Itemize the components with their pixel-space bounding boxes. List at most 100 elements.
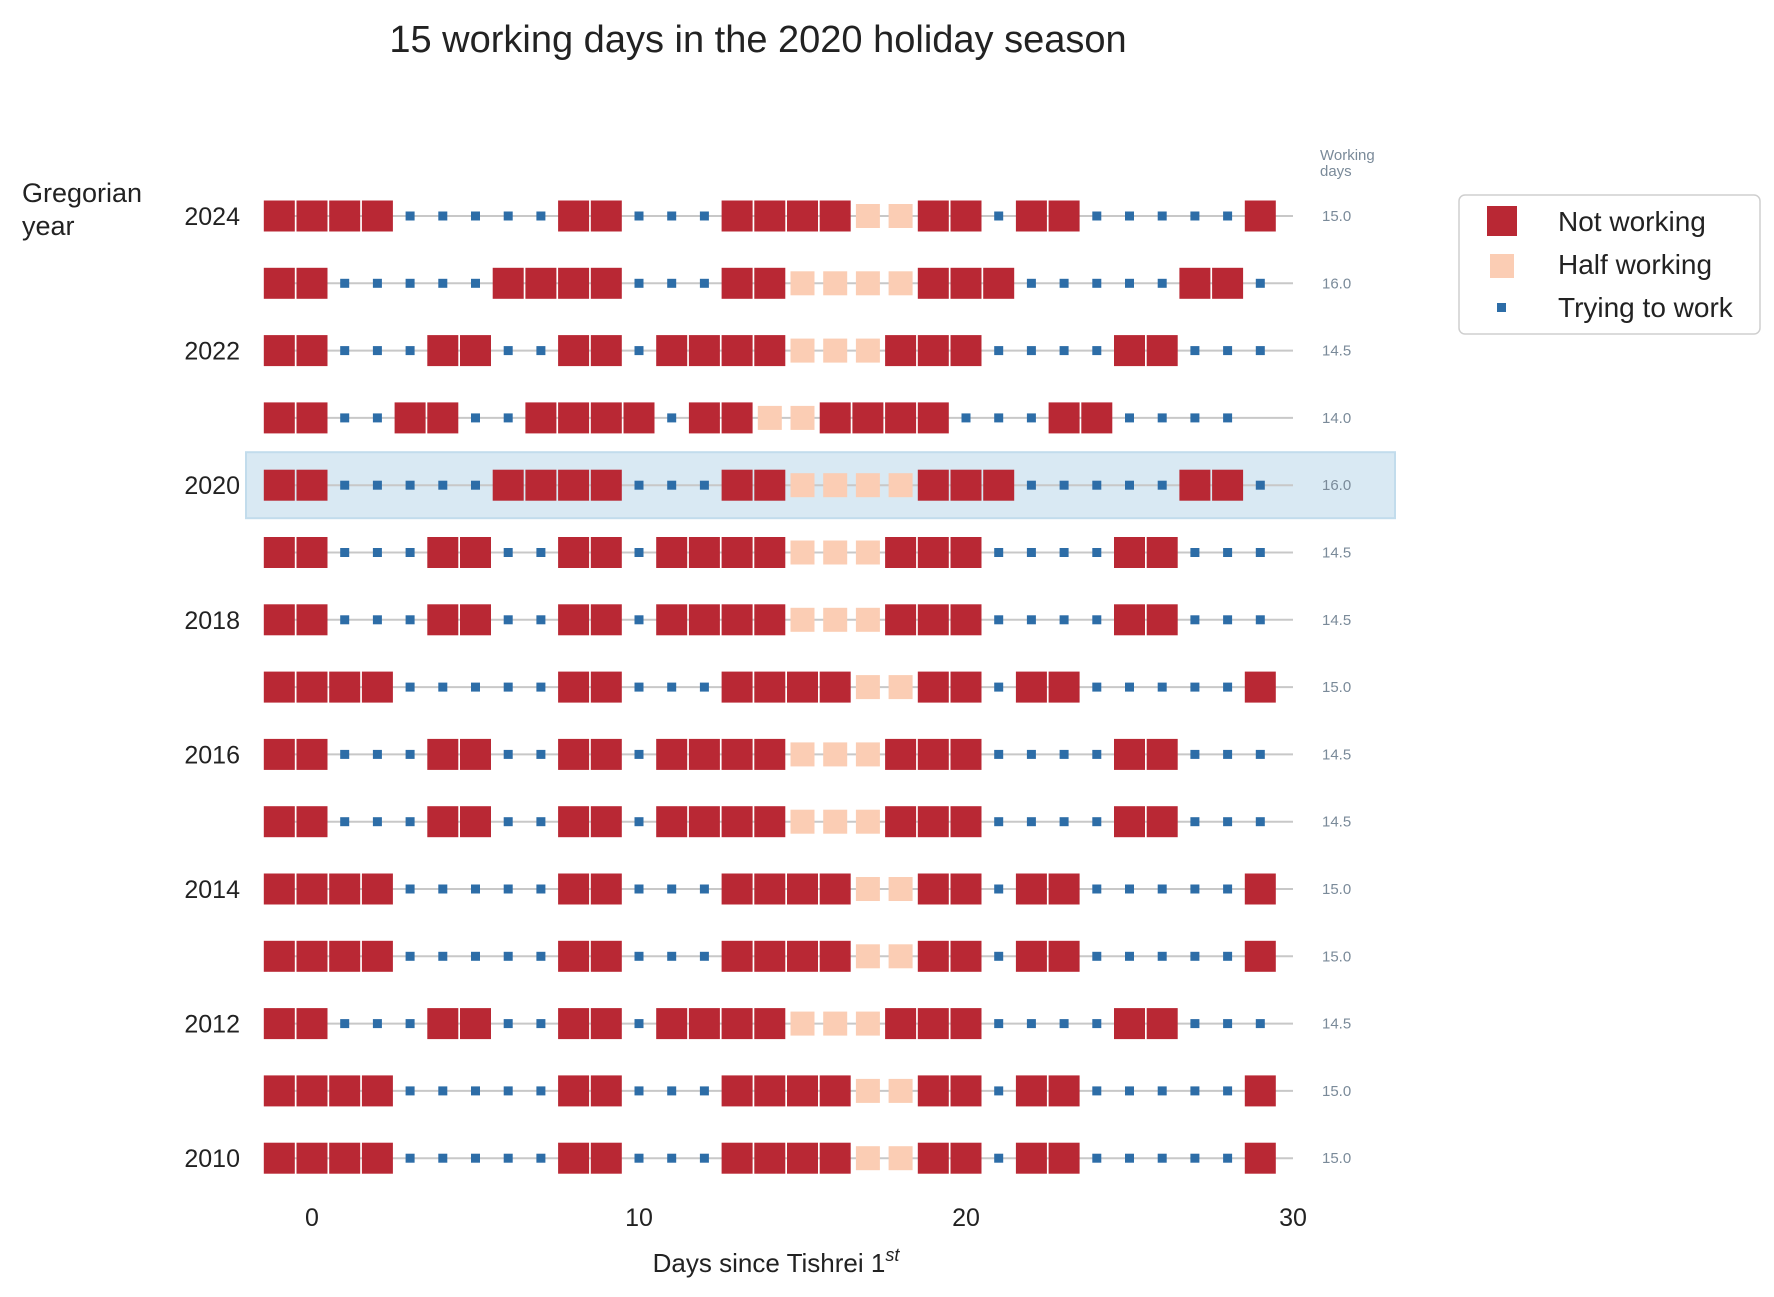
not-working-mark-2014-day20 (950, 873, 982, 905)
trying-mark-2010-day28 (1223, 1153, 1233, 1163)
trying-mark-2020-day26 (1157, 480, 1167, 490)
not-working-mark-2012-day5 (460, 1008, 491, 1040)
not-working-mark-2020-day6 (492, 469, 524, 501)
working-days-header: Working days (1320, 147, 1379, 180)
half-working-mark-2017-day18 (888, 675, 913, 700)
year-label-2010: 2010 (184, 1145, 240, 1173)
trying-mark-2013-day7 (536, 951, 546, 961)
x-tick-10: 10 (625, 1204, 653, 1232)
trying-mark-2016-day10 (634, 749, 644, 759)
trying-mark-2023-day2 (372, 278, 382, 288)
trying-mark-2024-day12 (699, 211, 709, 221)
not-working-mark-2019-day5 (460, 537, 491, 568)
trying-mark-2015-day7 (536, 817, 546, 827)
trying-mark-2017-day24 (1092, 682, 1102, 692)
not-working-mark-2023-day6 (492, 267, 524, 299)
not-working-mark-2022-day9 (590, 335, 622, 367)
trying-mark-2021-day28 (1223, 413, 1233, 423)
trying-mark-2015-day10 (634, 817, 644, 827)
not-working-mark-2024-day8 (558, 200, 590, 232)
trying-mark-2016-day27 (1190, 749, 1200, 759)
trying-mark-2022-day7 (536, 346, 546, 356)
not-working-mark-2015-day14 (754, 806, 786, 838)
not-working-mark-2016-day13 (721, 738, 753, 770)
working-days-value-2024: 15.0 (1322, 208, 1351, 225)
not-working-mark-2022-day4 (427, 335, 459, 367)
not-working-mark-2020-day-1 (263, 469, 295, 501)
trying-mark-2014-day25 (1125, 884, 1134, 894)
trying-mark-2024-day26 (1157, 211, 1167, 221)
trying-mark-2024-day21 (994, 211, 1004, 221)
trying-mark-2023-day29 (1255, 278, 1265, 288)
not-working-mark-2018-day12 (688, 604, 720, 636)
not-working-mark-2021-day10 (623, 402, 655, 434)
not-working-mark-2011-day23 (1048, 1075, 1080, 1107)
not-working-mark-2020-day9 (590, 469, 622, 501)
trying-mark-2024-day5 (471, 211, 480, 221)
not-working-mark-2019-day14 (754, 537, 786, 568)
not-working-mark-2015-day18 (885, 806, 917, 838)
not-working-mark-2024-day9 (590, 200, 622, 232)
trying-mark-2012-day24 (1092, 1019, 1102, 1029)
trying-mark-2017-day21 (994, 682, 1004, 692)
not-working-mark-2021-day23 (1048, 402, 1080, 434)
working-days-value-2012: 14.5 (1322, 1016, 1351, 1033)
trying-mark-2011-day24 (1092, 1086, 1102, 1096)
trying-mark-2019-day22 (1026, 548, 1036, 557)
not-working-mark-2015-day5 (460, 806, 491, 838)
trying-mark-2014-day3 (405, 884, 415, 894)
not-working-mark-2023-day13 (721, 267, 753, 299)
half-working-mark-2024-day18 (888, 204, 913, 228)
not-working-mark-2020-day19 (917, 469, 949, 501)
trying-mark-2014-day12 (699, 884, 709, 894)
half-working-mark-2023-day18 (888, 271, 913, 296)
not-working-mark-2024-day23 (1048, 200, 1080, 232)
working-days-labels: 15.0 16.0 14.5 14.0 16.0 14.5 14.5 15.0 14.5 14.5… (1322, 208, 1351, 1167)
not-working-mark-2021-day0 (296, 402, 328, 434)
not-working-mark-2014-day0 (296, 873, 328, 905)
working-days-value-2010: 15.0 (1322, 1150, 1351, 1167)
trying-mark-2017-day28 (1223, 682, 1233, 692)
legend-frame (1458, 194, 1761, 335)
not-working-mark-2018-day9 (590, 604, 622, 636)
trying-mark-2024-day27 (1190, 211, 1200, 221)
not-working-mark-2010-day23 (1048, 1142, 1080, 1174)
not-working-mark-2015-day13 (721, 806, 753, 838)
trying-mark-2012-day28 (1223, 1019, 1233, 1029)
not-working-mark-2012-day-1 (263, 1008, 295, 1040)
not-working-mark-2021-day7 (525, 402, 557, 434)
not-working-mark-2021-day12 (688, 402, 720, 434)
not-working-mark-2014-day-1 (263, 873, 295, 905)
not-working-mark-2015-day8 (558, 806, 590, 838)
trying-mark-2012-day6 (503, 1019, 513, 1029)
half-working-mark-2013-day17 (855, 944, 880, 969)
not-working-mark-2016-day5 (460, 738, 491, 770)
not-working-mark-2013-day29 (1244, 940, 1276, 972)
not-working-mark-2021-day3 (394, 402, 426, 434)
not-working-mark-2023-day7 (525, 267, 557, 299)
trying-mark-2013-day3 (405, 951, 415, 961)
not-working-mark-2019-day25 (1114, 537, 1145, 568)
half-working-mark-2015-day16 (823, 809, 848, 834)
not-working-mark-2021-day13 (721, 402, 753, 434)
half-working-mark-2014-day18 (888, 877, 913, 901)
trying-mark-2024-day10 (634, 211, 644, 221)
not-working-mark-2018-day5 (460, 604, 491, 636)
trying-mark-2011-day26 (1157, 1086, 1167, 1096)
trying-mark-2014-day26 (1157, 884, 1167, 894)
half-working-mark-2016-day16 (823, 742, 848, 767)
trying-mark-2019-day3 (405, 548, 415, 557)
not-working-mark-2023-day14 (754, 267, 786, 299)
not-working-mark-2020-day14 (754, 469, 786, 501)
half-working-mark-2022-day15 (790, 338, 815, 363)
trying-mark-2022-day21 (994, 346, 1004, 356)
half-working-mark-2019-day15 (790, 540, 815, 565)
working-days-value-2016: 14.5 (1322, 746, 1351, 763)
trying-mark-2021-day25 (1125, 413, 1134, 423)
trying-mark-2015-day27 (1190, 817, 1200, 827)
not-working-mark-2022-day8 (558, 335, 590, 367)
not-working-mark-2016-day18 (885, 738, 917, 770)
not-working-mark-2012-day19 (917, 1008, 949, 1040)
trying-mark-2023-day10 (634, 278, 644, 288)
not-working-mark-2020-day28 (1212, 469, 1244, 501)
